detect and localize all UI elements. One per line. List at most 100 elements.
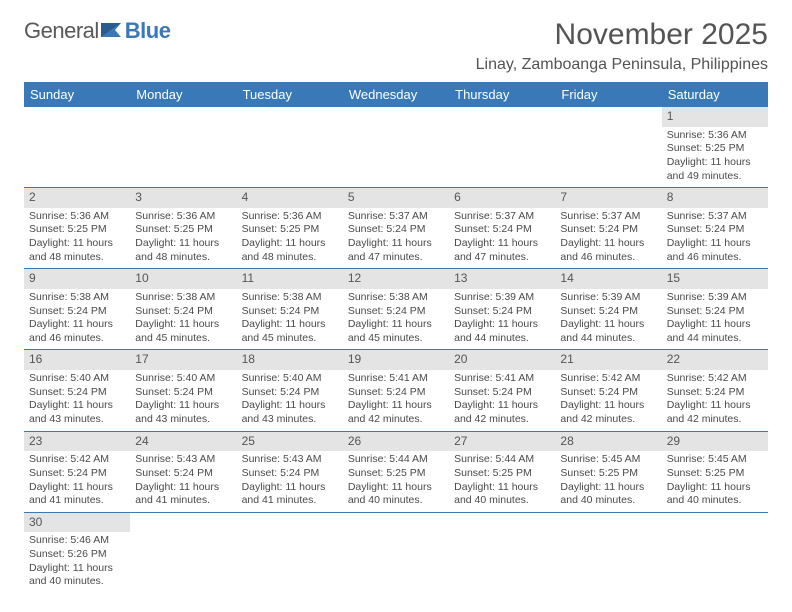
calendar-week: 16Sunrise: 5:40 AMSunset: 5:24 PMDayligh…: [24, 350, 768, 431]
day-content: Sunrise: 5:36 AMSunset: 5:25 PMDaylight:…: [24, 208, 130, 269]
sunset-text: Sunset: 5:24 PM: [667, 386, 763, 400]
calendar-cell: 9Sunrise: 5:38 AMSunset: 5:24 PMDaylight…: [24, 269, 130, 350]
calendar-cell: [555, 512, 661, 593]
day-header: Friday: [555, 82, 661, 107]
sunrise-text: Sunrise: 5:40 AM: [135, 372, 231, 386]
sunset-text: Sunset: 5:24 PM: [454, 386, 550, 400]
flag-icon: [101, 21, 123, 37]
day-number: 25: [237, 432, 343, 452]
sunrise-text: Sunrise: 5:38 AM: [29, 291, 125, 305]
day-content: Sunrise: 5:37 AMSunset: 5:24 PMDaylight:…: [343, 208, 449, 269]
day-content: Sunrise: 5:42 AMSunset: 5:24 PMDaylight:…: [24, 451, 130, 512]
daylight-text: Daylight: 11 hours and 40 minutes.: [454, 481, 550, 508]
sunset-text: Sunset: 5:25 PM: [29, 223, 125, 237]
day-content: Sunrise: 5:38 AMSunset: 5:24 PMDaylight:…: [130, 289, 236, 350]
daylight-text: Daylight: 11 hours and 45 minutes.: [242, 318, 338, 345]
calendar-cell: 28Sunrise: 5:45 AMSunset: 5:25 PMDayligh…: [555, 431, 661, 512]
sunset-text: Sunset: 5:25 PM: [667, 142, 763, 156]
day-number: 14: [555, 269, 661, 289]
day-number: 5: [343, 188, 449, 208]
logo-word2: Blue: [125, 18, 171, 44]
header: General Blue November 2025 Linay, Zamboa…: [24, 18, 768, 74]
sunrise-text: Sunrise: 5:39 AM: [560, 291, 656, 305]
sunset-text: Sunset: 5:24 PM: [560, 386, 656, 400]
day-content: Sunrise: 5:38 AMSunset: 5:24 PMDaylight:…: [24, 289, 130, 350]
sunset-text: Sunset: 5:25 PM: [454, 467, 550, 481]
sunset-text: Sunset: 5:24 PM: [29, 386, 125, 400]
day-number: 21: [555, 350, 661, 370]
day-content: Sunrise: 5:40 AMSunset: 5:24 PMDaylight:…: [130, 370, 236, 431]
sunset-text: Sunset: 5:24 PM: [667, 305, 763, 319]
sunset-text: Sunset: 5:24 PM: [242, 467, 338, 481]
calendar-cell: 17Sunrise: 5:40 AMSunset: 5:24 PMDayligh…: [130, 350, 236, 431]
day-content: Sunrise: 5:38 AMSunset: 5:24 PMDaylight:…: [237, 289, 343, 350]
day-number: 8: [662, 188, 768, 208]
day-number-empty: [237, 107, 343, 127]
sunset-text: Sunset: 5:24 PM: [29, 305, 125, 319]
daylight-text: Daylight: 11 hours and 42 minutes.: [454, 399, 550, 426]
sunset-text: Sunset: 5:24 PM: [29, 467, 125, 481]
day-number: 30: [24, 513, 130, 533]
daylight-text: Daylight: 11 hours and 41 minutes.: [29, 481, 125, 508]
calendar-table: Sunday Monday Tuesday Wednesday Thursday…: [24, 82, 768, 593]
calendar-cell: 14Sunrise: 5:39 AMSunset: 5:24 PMDayligh…: [555, 269, 661, 350]
day-number: 15: [662, 269, 768, 289]
calendar-cell: 25Sunrise: 5:43 AMSunset: 5:24 PMDayligh…: [237, 431, 343, 512]
calendar-cell: 3Sunrise: 5:36 AMSunset: 5:25 PMDaylight…: [130, 188, 236, 269]
calendar-cell: 1Sunrise: 5:36 AMSunset: 5:25 PMDaylight…: [662, 107, 768, 188]
day-content: Sunrise: 5:36 AMSunset: 5:25 PMDaylight:…: [130, 208, 236, 269]
daylight-text: Daylight: 11 hours and 40 minutes.: [667, 481, 763, 508]
day-number-empty: [555, 107, 661, 127]
sunrise-text: Sunrise: 5:36 AM: [135, 210, 231, 224]
calendar-cell: 13Sunrise: 5:39 AMSunset: 5:24 PMDayligh…: [449, 269, 555, 350]
daylight-text: Daylight: 11 hours and 41 minutes.: [242, 481, 338, 508]
calendar-cell: 20Sunrise: 5:41 AMSunset: 5:24 PMDayligh…: [449, 350, 555, 431]
calendar-cell: 11Sunrise: 5:38 AMSunset: 5:24 PMDayligh…: [237, 269, 343, 350]
sunrise-text: Sunrise: 5:39 AM: [667, 291, 763, 305]
calendar-cell: [130, 107, 236, 188]
daylight-text: Daylight: 11 hours and 46 minutes.: [560, 237, 656, 264]
day-number: 11: [237, 269, 343, 289]
day-number: 27: [449, 432, 555, 452]
sunrise-text: Sunrise: 5:37 AM: [560, 210, 656, 224]
day-number: 28: [555, 432, 661, 452]
day-content: Sunrise: 5:41 AMSunset: 5:24 PMDaylight:…: [449, 370, 555, 431]
day-number: 4: [237, 188, 343, 208]
sunrise-text: Sunrise: 5:38 AM: [242, 291, 338, 305]
day-content: Sunrise: 5:40 AMSunset: 5:24 PMDaylight:…: [24, 370, 130, 431]
daylight-text: Daylight: 11 hours and 47 minutes.: [454, 237, 550, 264]
sunset-text: Sunset: 5:25 PM: [135, 223, 231, 237]
day-content: Sunrise: 5:41 AMSunset: 5:24 PMDaylight:…: [343, 370, 449, 431]
day-number: 23: [24, 432, 130, 452]
calendar-cell: 12Sunrise: 5:38 AMSunset: 5:24 PMDayligh…: [343, 269, 449, 350]
calendar-cell: 29Sunrise: 5:45 AMSunset: 5:25 PMDayligh…: [662, 431, 768, 512]
sunset-text: Sunset: 5:24 PM: [242, 305, 338, 319]
day-number: 9: [24, 269, 130, 289]
daylight-text: Daylight: 11 hours and 46 minutes.: [29, 318, 125, 345]
day-number: 19: [343, 350, 449, 370]
day-header: Wednesday: [343, 82, 449, 107]
calendar-cell: [449, 107, 555, 188]
day-number-empty: [24, 107, 130, 127]
day-header-row: Sunday Monday Tuesday Wednesday Thursday…: [24, 82, 768, 107]
sunrise-text: Sunrise: 5:36 AM: [29, 210, 125, 224]
calendar-week: 9Sunrise: 5:38 AMSunset: 5:24 PMDaylight…: [24, 269, 768, 350]
day-content: Sunrise: 5:39 AMSunset: 5:24 PMDaylight:…: [555, 289, 661, 350]
daylight-text: Daylight: 11 hours and 48 minutes.: [135, 237, 231, 264]
sunrise-text: Sunrise: 5:40 AM: [29, 372, 125, 386]
day-number: 3: [130, 188, 236, 208]
day-content: Sunrise: 5:44 AMSunset: 5:25 PMDaylight:…: [343, 451, 449, 512]
day-content: Sunrise: 5:40 AMSunset: 5:24 PMDaylight:…: [237, 370, 343, 431]
calendar-cell: 4Sunrise: 5:36 AMSunset: 5:25 PMDaylight…: [237, 188, 343, 269]
day-number: 2: [24, 188, 130, 208]
day-number-empty: [130, 107, 236, 127]
day-content: Sunrise: 5:45 AMSunset: 5:25 PMDaylight:…: [662, 451, 768, 512]
location: Linay, Zamboanga Peninsula, Philippines: [476, 56, 768, 74]
sunset-text: Sunset: 5:25 PM: [242, 223, 338, 237]
sunrise-text: Sunrise: 5:36 AM: [242, 210, 338, 224]
day-content: Sunrise: 5:46 AMSunset: 5:26 PMDaylight:…: [24, 532, 130, 593]
day-content: Sunrise: 5:38 AMSunset: 5:24 PMDaylight:…: [343, 289, 449, 350]
calendar-cell: 2Sunrise: 5:36 AMSunset: 5:25 PMDaylight…: [24, 188, 130, 269]
daylight-text: Daylight: 11 hours and 43 minutes.: [242, 399, 338, 426]
calendar-cell: 24Sunrise: 5:43 AMSunset: 5:24 PMDayligh…: [130, 431, 236, 512]
